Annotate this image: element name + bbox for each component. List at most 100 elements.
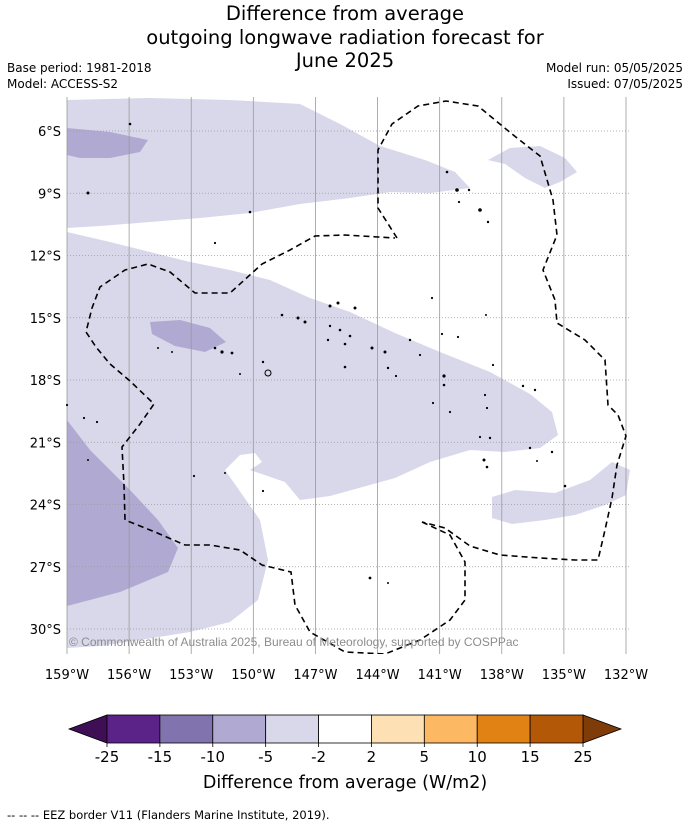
colorbar-bin [212,714,267,744]
lat-tick-label: 30°S [30,623,61,638]
lon-tick-label: 147°W [293,668,337,683]
island-speck [128,122,132,126]
island-speck [563,484,567,488]
island-speck [338,328,342,332]
island-speck [483,393,487,397]
island-speck [248,210,252,214]
island-speck [383,350,387,354]
island-speck [445,170,449,174]
colorbar-tick-label: -2 [311,748,326,766]
island-speck [430,296,434,300]
island-speck [442,374,446,378]
lon-tick-label: 156°W [107,668,151,683]
colorbar-bin [106,714,161,744]
island-speck [488,436,492,440]
island-speck [455,188,459,192]
island-speck [386,366,390,370]
island-speck [478,208,482,212]
eez-border [85,100,627,654]
lat-tick-label: 24°S [30,499,61,514]
island-speck [220,350,224,354]
colorbar-tick-label: -5 [258,748,273,766]
island-speck [486,220,490,224]
island-speck [387,582,389,584]
colorbar-bin [159,714,214,744]
eez-border-south-loop [85,234,466,654]
island-speck [280,313,284,317]
colorbar-tick-label: 5 [420,748,430,766]
map-title: Difference from average outgoing longwav… [0,2,690,73]
island-speck [418,353,422,357]
lat-tick-label: 12°S [30,250,61,265]
island-speck [457,200,461,204]
island-speck [157,347,159,349]
colorbar-tick-label: -10 [201,748,226,766]
island-speck [533,388,537,392]
copyright-text: © Commonwealth of Australia 2025, Bureau… [69,635,519,649]
island-speck [370,346,374,350]
island-speck [394,374,398,378]
island-speck [343,365,347,369]
island-speck [485,465,489,469]
lon-tick-label: 144°W [355,668,399,683]
colorbar-over-arrow [582,714,623,744]
meta-right: Model run: 05/05/2025 Issued: 07/05/2025 [546,60,683,92]
title-line-1: Difference from average [225,2,465,25]
island-speck [353,306,357,310]
island-speck [521,384,525,388]
title-line-2: outgoing longwave radiation forecast for [146,25,544,49]
island-speck [485,406,489,410]
colorbar-tick-label: 10 [468,748,487,766]
island-speck [348,334,352,338]
island-speck [328,304,332,308]
island-speck [192,474,196,478]
island-speck [343,342,347,346]
colorbar: -25 -15 -10 -5 -2 2 5 10 15 25 [67,714,623,766]
island-speck [467,188,471,192]
lat-tick-label: 6°S [38,125,61,140]
eez-note: -- -- -- EEZ border V11 (Flanders Marine… [7,808,330,822]
island-speck [442,383,446,387]
model-name: Model: ACCESS-S2 [7,77,119,91]
island-speck [478,435,482,439]
longitude-labels: 159°W 156°W 153°W 150°W 147°W 144°W 141°W 138°W… [45,668,648,683]
island-speck [95,420,99,424]
colorbar-under-arrow [67,714,108,744]
island-speck [171,351,173,353]
eez-border-main [377,100,627,561]
colorbar-bin [476,714,531,744]
colorbar-bin [423,714,478,744]
island-speck [239,373,241,375]
title-line-3: June 2025 [295,49,395,72]
anomaly-medium-north [67,128,148,158]
anomaly-field [67,98,630,648]
colorbar-label: Difference from average (W/m2) [203,773,487,793]
island-speck [326,338,330,342]
lon-tick-label: 141°W [418,668,462,683]
islands [65,122,567,584]
meta-left: Base period: 1981-2018 Model: ACCESS-S2 [7,60,152,92]
island-speck [336,301,340,305]
island-speck [224,472,226,474]
anomaly-neutral-pocket [240,453,262,470]
colorbar-bin [265,714,319,744]
lat-tick-label: 9°S [38,187,61,202]
colorbar-tick-label: -25 [95,748,120,766]
island-speck [456,335,460,339]
island-atoll [264,369,272,377]
colorbar-bin [318,714,372,744]
island-speck [87,459,89,461]
island-speck [491,363,495,367]
island-speck [448,410,452,414]
island-speck [296,316,300,320]
island-speck [213,346,217,350]
model-run: Model run: 05/05/2025 [545,61,683,75]
anomaly-medium-southwest [67,420,178,606]
latitude-labels: 6°S 9°S 12°S 15°S 18°S 21°S 24°S 27°S 30°S [30,125,61,638]
island-speck [536,460,538,462]
island-speck [440,332,444,336]
island-speck [261,360,265,364]
colorbar-tick-label: 25 [573,748,592,766]
colorbar-tick-label: 2 [367,748,377,766]
